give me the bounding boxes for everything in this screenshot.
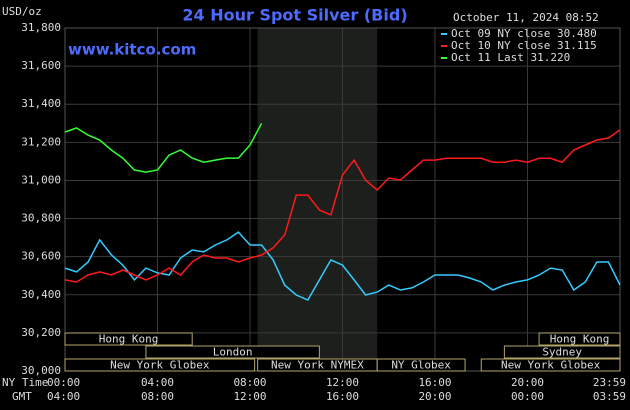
chart-title: 24 Hour Spot Silver (Bid) (182, 6, 407, 25)
session-label: New York Globex (501, 359, 601, 372)
legend-label: Oct 10 NY close 31.115 (451, 39, 597, 52)
session-box (503, 345, 621, 359)
x-tick-label: 23:59 (593, 376, 626, 389)
y-axis-label: USD/oz (2, 5, 42, 18)
y-tick-label: 31,800 (21, 21, 61, 34)
x2-tick-label: 03:59 (593, 390, 626, 403)
session-label: New York Globex (110, 359, 210, 372)
session-label: London (213, 346, 253, 359)
x-tick-label: 20:00 (511, 376, 544, 389)
x2-tick-label: 00:00 (511, 390, 544, 403)
x2-axis-label: GMT (12, 390, 32, 403)
x2-tick-label: 12:00 (233, 390, 266, 403)
session-box (64, 358, 256, 372)
y-tick-label: 31,400 (21, 97, 61, 110)
x2-tick-label: 04:00 (47, 390, 80, 403)
series-line (64, 129, 621, 283)
timestamp: October 11, 2024 08:52 (453, 11, 599, 24)
x2-tick-label: 20:00 (418, 390, 451, 403)
y-tick-label: 30,000 (21, 364, 61, 377)
session-label: Hong Kong (550, 333, 610, 346)
x-tick-label: 08:00 (233, 376, 266, 389)
session-label: NY Globex (391, 359, 451, 372)
y-tick-label: 30,800 (21, 212, 61, 225)
x-tick-label: 00:00 (47, 376, 80, 389)
plot-layer (64, 27, 621, 372)
y-tick-label: 31,600 (21, 59, 61, 72)
session-box (538, 332, 621, 346)
watermark: www.kitco.com (68, 41, 196, 59)
highlight-band (257, 28, 378, 371)
session-label: New York NYMEX (271, 359, 364, 372)
y-tick-label: 30,600 (21, 250, 61, 263)
series-line (64, 231, 621, 302)
x-tick-label: 12:00 (326, 376, 359, 389)
session-box (480, 358, 621, 372)
x-tick-label: 04:00 (141, 376, 174, 389)
y-tick-label: 31,200 (21, 135, 61, 148)
y-tick-label: 30,200 (21, 326, 61, 339)
x2-tick-label: 16:00 (326, 390, 359, 403)
legend-label: Oct 09 NY close 30.480 (451, 27, 597, 40)
x-axis-label: NY Time (2, 376, 48, 389)
legend-label: Oct 11 Last 31.220 (451, 51, 570, 64)
session-box (64, 332, 193, 346)
y-tick-label: 31,000 (21, 173, 61, 186)
session-box (376, 358, 466, 372)
series-line (64, 122, 263, 173)
session-label: Sydney (542, 346, 582, 359)
x-tick-label: 16:00 (418, 376, 451, 389)
session-box (145, 345, 320, 359)
y-tick-label: 30,400 (21, 288, 61, 301)
session-label: Hong Kong (99, 333, 159, 346)
x2-tick-label: 08:00 (141, 390, 174, 403)
